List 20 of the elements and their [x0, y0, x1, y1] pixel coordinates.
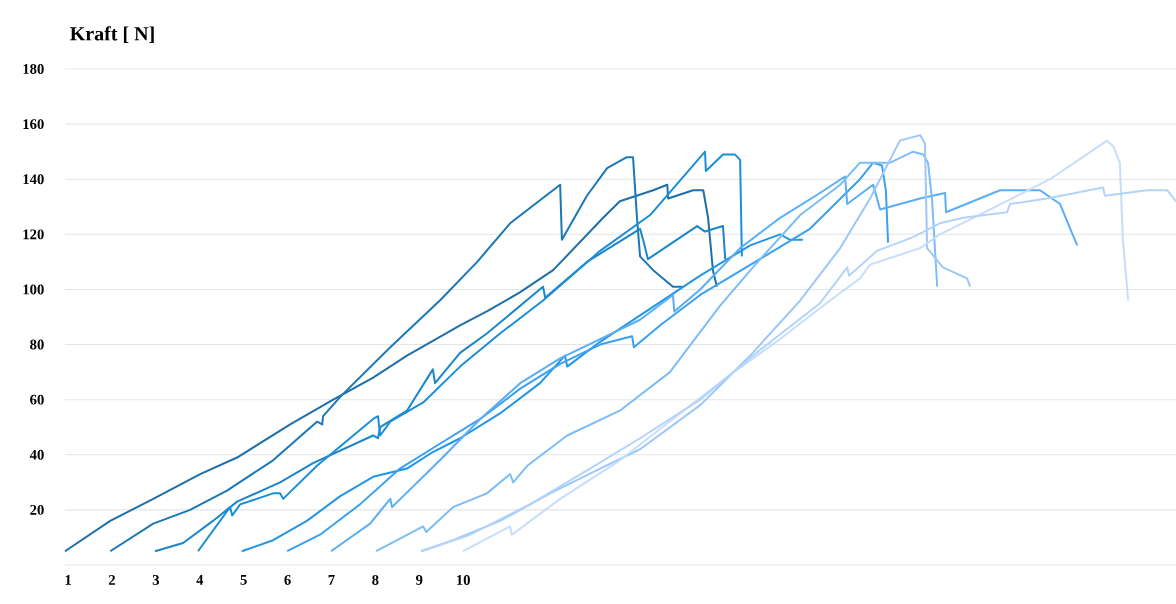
x-tick-label: 1	[65, 575, 71, 585]
y-tick-label: 160	[23, 119, 44, 130]
x-tick-label: 4	[196, 575, 204, 585]
x-tick-label: 9	[415, 575, 423, 585]
y-axis-title: Kraft [ N]	[70, 26, 154, 43]
y-tick-label: 140	[23, 174, 44, 185]
x-tick-label: 7	[328, 575, 335, 585]
y-tick-label: 40	[29, 449, 44, 460]
y-tick-label: 60	[30, 394, 44, 405]
y-tick-label: 120	[23, 229, 44, 240]
x-tick-label: 5	[240, 575, 247, 585]
y-tick-label: 80	[30, 339, 44, 350]
x-tick-label: 8	[372, 575, 379, 585]
y-tick-label: 20	[30, 504, 44, 515]
x-tick-label: 10	[456, 575, 470, 585]
x-tick-label: 2	[108, 575, 115, 585]
x-tick-label: 6	[284, 575, 291, 585]
y-tick-label: 180	[23, 64, 44, 74]
y-tick-label: 100	[23, 284, 44, 295]
x-tick-label: 3	[152, 575, 160, 585]
